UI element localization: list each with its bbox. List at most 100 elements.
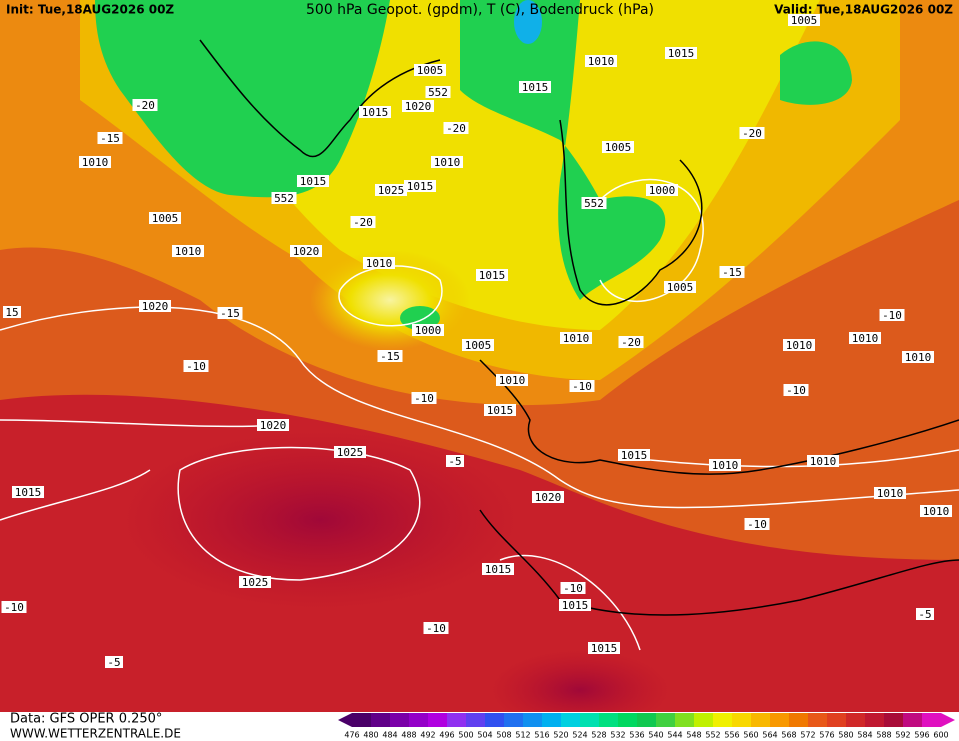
label-box: [588, 642, 620, 654]
colorbar-label: 540: [648, 731, 663, 740]
label-box: [12, 486, 44, 498]
colorbar-label: 560: [743, 731, 758, 740]
map-label: -20: [446, 122, 466, 135]
label-box: [664, 281, 696, 293]
label-box: [404, 180, 436, 192]
map-label: 1015: [485, 563, 512, 576]
map-label: 1010: [877, 487, 904, 500]
label-box: [132, 99, 158, 111]
colorbar-label: 476: [344, 731, 359, 740]
map-label: 1015: [300, 175, 327, 188]
label-box: [807, 455, 839, 467]
colorbar-swatch: [390, 713, 409, 727]
colorbar-swatch: [808, 713, 827, 727]
map-label: 1000: [649, 184, 676, 197]
colorbar-label: 596: [914, 731, 929, 740]
colorbar-swatch: [580, 713, 599, 727]
map-label: -10: [426, 622, 446, 635]
label-box: [849, 332, 881, 344]
label-box: [402, 100, 434, 112]
label-box: [257, 419, 289, 431]
colorbar-arrow-right: [941, 713, 955, 727]
label-box: [496, 374, 528, 386]
colorbar-label: 568: [781, 731, 796, 740]
init-text: Init: Tue,18AUG2026 00Z: [6, 3, 174, 17]
colorbar-swatch: [504, 713, 523, 727]
map-label: 1010: [175, 245, 202, 258]
website: WWW.WETTERZENTRALE.DE: [10, 727, 181, 741]
label-box: [519, 81, 551, 93]
map-label: -5: [918, 608, 931, 621]
map-label: -10: [414, 392, 434, 405]
label-box: [569, 380, 595, 392]
map-label: 1010: [923, 505, 950, 518]
map-label: -10: [747, 518, 767, 531]
map-label: 1010: [852, 332, 879, 345]
colorbar-swatch: [903, 713, 922, 727]
colorbar-label: 584: [857, 731, 872, 740]
label-box: [139, 300, 171, 312]
colorbar-swatch: [846, 713, 865, 727]
label-box: [665, 47, 697, 59]
map-label: 1015: [562, 599, 589, 612]
colorbar-swatch: [789, 713, 808, 727]
map-label: 1015: [407, 180, 434, 193]
label-box: [916, 608, 934, 620]
map-label: 1015: [479, 269, 506, 282]
map-label: -10: [563, 582, 583, 595]
colorbar-label: 576: [819, 731, 834, 740]
label-box: [462, 339, 494, 351]
colorbar-swatch: [713, 713, 732, 727]
colorbar-swatch: [618, 713, 637, 727]
label-box: [581, 197, 607, 209]
colorbar-swatch: [865, 713, 884, 727]
map-label: -15: [380, 350, 400, 363]
colorbar-label: 496: [439, 731, 454, 740]
label-box: [297, 175, 329, 187]
label-box: [482, 563, 514, 575]
label-box: [363, 257, 395, 269]
colorbar-label: 548: [686, 731, 701, 740]
map-label: 1010: [499, 374, 526, 387]
map-label: -20: [353, 216, 373, 229]
map-label: 1010: [712, 459, 739, 472]
label-box: [446, 455, 464, 467]
crimson-core: [120, 430, 520, 610]
label-box: [149, 212, 181, 224]
label-box: [172, 245, 204, 257]
colorbar-label: 488: [401, 731, 416, 740]
map-label: -5: [107, 656, 120, 669]
map-label: -20: [135, 99, 155, 112]
data-source: Data: GFS OPER 0.250°: [10, 712, 162, 727]
colorbar-swatch: [884, 713, 903, 727]
map-label: -15: [722, 266, 742, 279]
label-box: [411, 392, 437, 404]
label-box: [920, 505, 952, 517]
map-label: -15: [220, 307, 240, 320]
colorbar-label: 544: [667, 731, 682, 740]
label-box: [744, 518, 770, 530]
label-box: [183, 360, 209, 372]
colorbar-arrow-left: [338, 713, 352, 727]
valid-text: Valid: Tue,18AUG2026 00Z: [774, 3, 953, 17]
label-box: [585, 55, 617, 67]
map-label: 1015: [487, 404, 514, 417]
map-label: 1025: [242, 576, 269, 589]
colorbar-label: 524: [572, 731, 587, 740]
map-label: 1010: [82, 156, 109, 169]
map-label: 1005: [791, 14, 818, 27]
label-box: [334, 446, 366, 458]
colorbar-label: 600: [933, 731, 948, 740]
label-box: [476, 269, 508, 281]
green-east: [780, 41, 852, 105]
map-label: 1025: [378, 184, 405, 197]
colorbar-label: 552: [705, 731, 720, 740]
map-label: 1005: [465, 339, 492, 352]
colorbar-label: 508: [496, 731, 511, 740]
map-label: 1015: [591, 642, 618, 655]
colorbar-swatch: [542, 713, 561, 727]
label-box: [105, 656, 123, 668]
map-label: -15: [100, 132, 120, 145]
label-box: [532, 491, 564, 503]
label-box: [412, 324, 444, 336]
